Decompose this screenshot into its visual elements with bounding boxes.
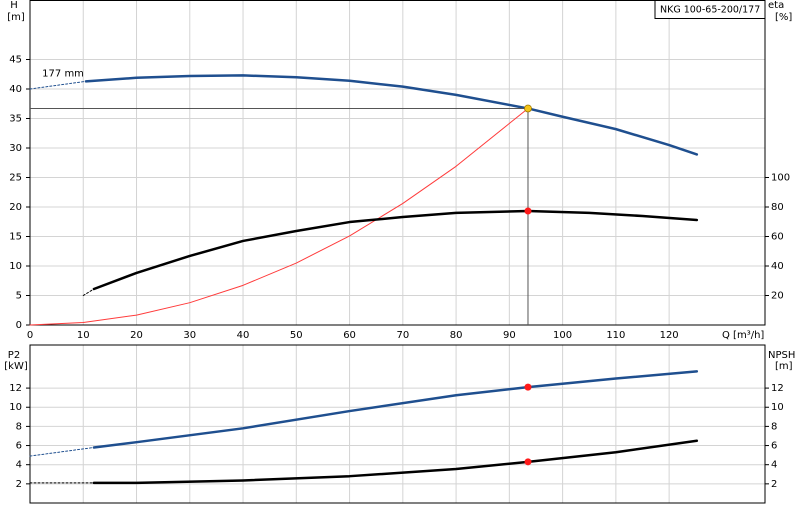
y-tick-label: 25 [9, 173, 22, 184]
series-line [29, 446, 95, 457]
series-line [29, 80, 87, 90]
y2-axis-unit: [%] [775, 12, 792, 23]
series-line [84, 74, 699, 156]
operating-point [524, 383, 532, 391]
x-tick-label: 90 [503, 330, 516, 341]
operating-point [524, 458, 532, 466]
y-tick-label: 45 [9, 55, 22, 66]
y2-tick-label: 40 [771, 261, 784, 272]
series-label: 177 mm [42, 68, 84, 79]
plot-frame [29, 0, 766, 326]
x-tick-label: 30 [183, 330, 196, 341]
y-tick-label: 10 [9, 261, 22, 272]
x-tick-label: 50 [290, 330, 303, 341]
series-line [29, 107, 529, 326]
y2-tick-label: 60 [771, 232, 784, 243]
y2-axis-label: NPSH [768, 350, 795, 361]
y-tick-label: 15 [9, 232, 22, 243]
y2-tick-label: 6 [771, 441, 777, 452]
operating-point [524, 207, 532, 215]
y2-axis-unit: [m] [775, 361, 793, 372]
series-line [92, 209, 699, 291]
y2-tick-label: 4 [771, 460, 777, 471]
x-tick-label: 120 [660, 330, 679, 341]
y2-tick-label: 10 [771, 402, 784, 413]
y-tick-label: 30 [9, 143, 22, 154]
y2-tick-label: 12 [771, 383, 784, 394]
x-tick-label: 0 [27, 330, 33, 341]
x-tick-label: 110 [606, 330, 625, 341]
y-axis-unit: [m] [7, 12, 25, 23]
y2-tick-label: 100 [771, 173, 790, 184]
series-line [92, 370, 699, 449]
title-box [654, 0, 766, 19]
x-tick-label: 10 [77, 330, 90, 341]
y-tick-label: 0 [16, 320, 22, 331]
plot-frame [29, 344, 766, 504]
y-tick-label: 2 [16, 479, 22, 490]
x-tick-label: 60 [343, 330, 356, 341]
y-tick-label: 20 [9, 202, 22, 213]
y-tick-label: 10 [9, 402, 22, 413]
y2-tick-label: 8 [771, 421, 777, 432]
series-line [92, 439, 699, 485]
chart-title: NKG 100-65-200/177 [660, 5, 760, 16]
y-tick-label: 5 [16, 291, 22, 302]
y2-tick-label: 80 [771, 202, 784, 213]
y-tick-label: 8 [16, 421, 22, 432]
y-tick-label: 40 [9, 84, 22, 95]
y2-axis-label: eta [768, 0, 784, 11]
y-tick-label: 35 [9, 114, 22, 125]
y-tick-label: 12 [9, 383, 22, 394]
x-tick-label: 70 [396, 330, 409, 341]
series-line [82, 288, 95, 296]
x-axis-label: Q [m³/h] [722, 330, 764, 341]
x-tick-label: 20 [130, 330, 143, 341]
y-axis-unit: [kW] [4, 361, 28, 372]
y2-tick-label: 2 [771, 479, 777, 490]
x-tick-label: 40 [237, 330, 250, 341]
y-tick-label: 4 [16, 460, 22, 471]
x-tick-label: 100 [553, 330, 572, 341]
x-tick-label: 80 [450, 330, 463, 341]
y-axis-label: H [10, 0, 18, 11]
y2-tick-label: 20 [771, 291, 784, 302]
operating-point [524, 104, 532, 113]
y-tick-label: 6 [16, 441, 22, 452]
y-axis-label: P2 [8, 350, 20, 361]
